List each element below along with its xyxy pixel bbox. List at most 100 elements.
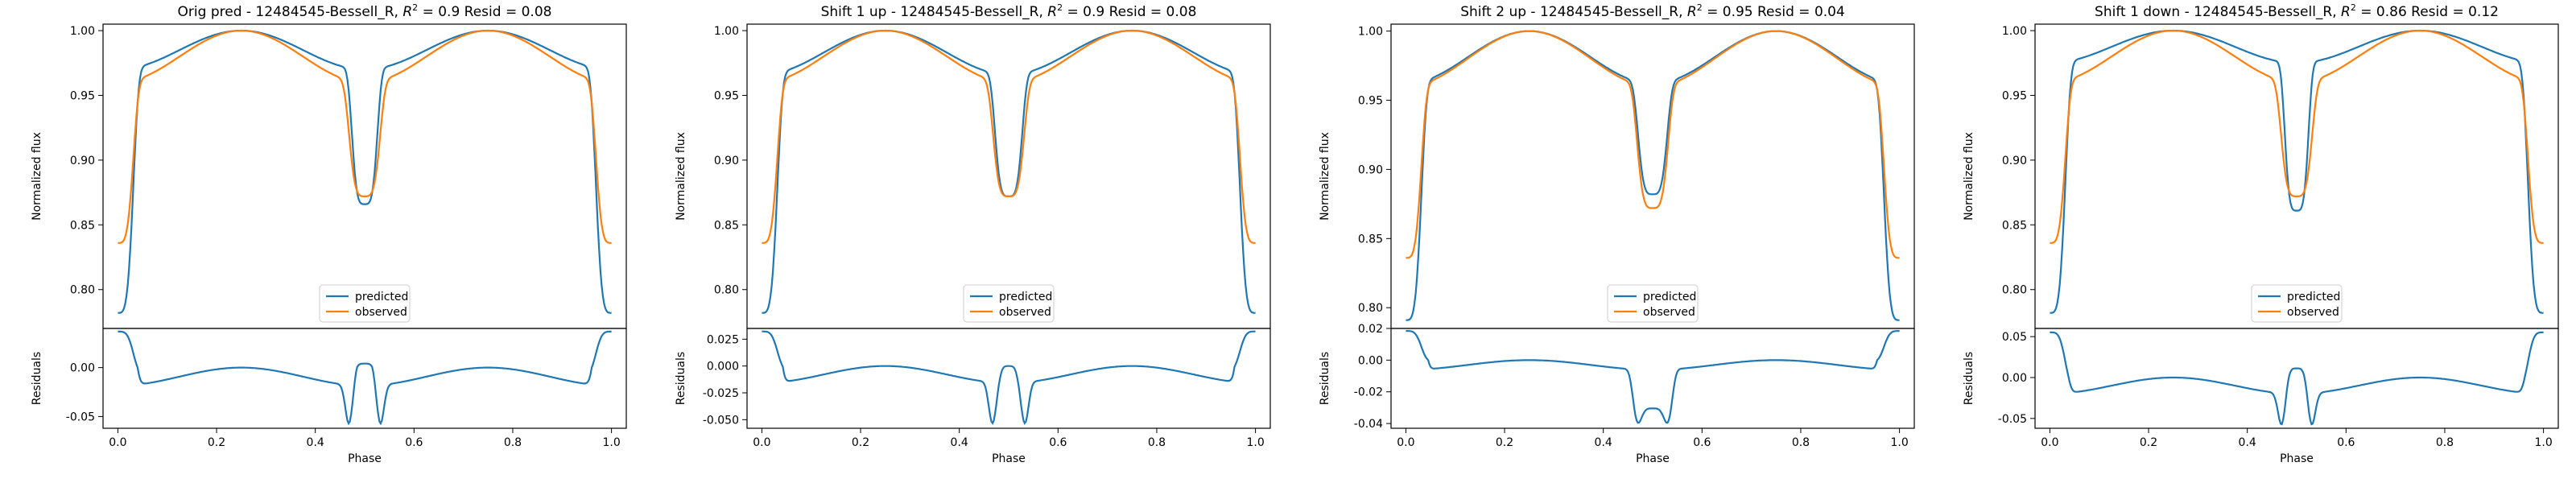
x-tick-label: 0.6 [1049, 436, 1067, 449]
x-tick-label: 0.0 [1397, 436, 1414, 449]
legend-label-observed: observed [1643, 306, 1695, 319]
x-tick-label: 0.8 [1792, 436, 1810, 449]
x-axis-label: Phase [2280, 452, 2314, 465]
legend-label-predicted: predicted [355, 291, 408, 303]
y-tick-label: 0.90 [70, 155, 95, 167]
y-tick-label: 0.95 [2002, 89, 2027, 102]
chart-title: Shift 2 up - 12484545-Bessell_R, R2 = 0.… [1460, 2, 1845, 20]
y-tick-label: 0.95 [714, 89, 739, 102]
y-axis-label: Normalized flux [1319, 132, 1331, 221]
y-tick-label: 0.85 [70, 219, 95, 232]
x-tick-label: 0.0 [2041, 436, 2058, 449]
y-axis-label: Normalized flux [31, 132, 43, 221]
legend-label-observed: observed [2287, 306, 2339, 319]
y-tick-label: 0.85 [1358, 233, 1383, 246]
x-tick-label: 0.6 [405, 436, 423, 449]
series-line-predicted [762, 29, 1256, 314]
series-line-predicted [1406, 30, 1900, 321]
resid-y-tick-label: -0.050 [703, 414, 739, 427]
series-line-observed [1406, 30, 1900, 259]
series-line-observed [2050, 29, 2544, 244]
resid-y-tick-label: -0.02 [1354, 386, 1383, 399]
resid-y-tick-label: 0.00 [1358, 354, 1383, 367]
y-axis-label: Normalized flux [1963, 132, 1975, 221]
resid-y-tick-label: 0.02 [1358, 323, 1383, 336]
main-axes-frame [1390, 23, 1915, 329]
x-tick-label: 0.2 [852, 436, 869, 449]
legend-label-predicted: predicted [999, 291, 1052, 303]
resid-y-tick-label: 0.000 [707, 361, 739, 374]
x-tick-label: 0.6 [2337, 436, 2355, 449]
y-tick-label: 0.80 [714, 284, 739, 297]
x-tick-label: 1.0 [602, 436, 620, 449]
chart-panel: Orig pred - 12484545-Bessell_R, R2 = 0.9… [31, 2, 627, 465]
residual-axes-frame [102, 328, 627, 429]
residual-axes-frame [746, 328, 1271, 429]
legend-box [2251, 284, 2343, 323]
residual-axes-frame [2034, 328, 2559, 429]
legend-box [319, 284, 411, 323]
y-tick-label: 0.95 [70, 89, 95, 102]
x-tick-label: 0.2 [2140, 436, 2157, 449]
x-tick-label: 0.4 [1595, 436, 1612, 449]
x-tick-label: 0.4 [951, 436, 968, 449]
residual-axis-label: Residuals [675, 352, 687, 405]
x-axis-label: Phase [1636, 452, 1670, 465]
x-tick-label: 1.0 [1890, 436, 1908, 449]
resid-y-tick-label: -0.025 [703, 387, 739, 400]
resid-y-tick-label: 0.05 [2002, 331, 2027, 344]
residual-axis-label: Residuals [1319, 352, 1331, 405]
y-tick-label: 1.00 [2002, 25, 2027, 38]
legend-label-predicted: predicted [1643, 291, 1696, 303]
x-tick-label: 0.8 [2436, 436, 2454, 449]
x-tick-label: 1.0 [1246, 436, 1264, 449]
y-tick-label: 0.80 [1358, 302, 1383, 315]
y-axis-label: Normalized flux [675, 132, 687, 221]
residual-axes-frame [1390, 328, 1915, 429]
resid-y-tick-label: -0.05 [1998, 413, 2027, 426]
y-tick-label: 0.90 [2002, 155, 2027, 167]
x-axis-label: Phase [348, 452, 382, 465]
y-tick-label: 0.85 [714, 219, 739, 232]
resid-y-tick-label: 0.00 [70, 362, 95, 375]
chart-panel: Shift 1 up - 12484545-Bessell_R, R2 = 0.… [675, 2, 1271, 465]
y-tick-label: 0.80 [70, 284, 95, 297]
legend-label-observed: observed [355, 306, 407, 319]
chart-title: Shift 1 down - 12484545-Bessell_R, R2 = … [2095, 2, 2499, 20]
y-tick-label: 0.95 [1358, 95, 1383, 108]
residual-axis-label: Residuals [31, 352, 43, 405]
legend-box [963, 284, 1055, 323]
x-tick-label: 0.2 [208, 436, 225, 449]
series-line-predicted [118, 29, 612, 314]
x-tick-label: 0.8 [504, 436, 522, 449]
chart-panel: Shift 1 down - 12484545-Bessell_R, R2 = … [1963, 2, 2559, 465]
x-tick-label: 0.2 [1496, 436, 1513, 449]
legend-label-observed: observed [999, 306, 1051, 319]
resid-y-tick-label: -0.05 [66, 411, 95, 423]
x-tick-label: 0.0 [753, 436, 770, 449]
resid-y-tick-label: 0.00 [2002, 372, 2027, 385]
chart-title: Orig pred - 12484545-Bessell_R, R2 = 0.9… [178, 2, 552, 20]
x-tick-label: 0.4 [2239, 436, 2256, 449]
x-tick-label: 0.6 [1693, 436, 1711, 449]
y-tick-label: 0.85 [2002, 219, 2027, 232]
chart-panel: Shift 2 up - 12484545-Bessell_R, R2 = 0.… [1319, 2, 1915, 465]
series-line-observed [118, 29, 612, 244]
series-line-residuals [118, 330, 612, 426]
y-tick-label: 1.00 [1358, 26, 1383, 39]
y-tick-label: 1.00 [714, 25, 739, 38]
series-line-predicted [2050, 29, 2544, 314]
chart-title: Shift 1 up - 12484545-Bessell_R, R2 = 0.… [821, 2, 1197, 20]
series-line-residuals [762, 330, 1256, 426]
legend-box [1607, 284, 1699, 323]
main-axes-frame [2034, 23, 2559, 329]
residual-axis-label: Residuals [1963, 352, 1975, 405]
y-tick-label: 1.00 [70, 25, 95, 38]
y-tick-label: 0.90 [1358, 163, 1383, 176]
resid-y-tick-label: -0.04 [1354, 418, 1383, 431]
y-tick-label: 0.80 [2002, 284, 2027, 297]
resid-y-tick-label: 0.025 [707, 333, 739, 346]
x-tick-label: 0.8 [1148, 436, 1166, 449]
series-line-residuals [1406, 330, 1900, 424]
